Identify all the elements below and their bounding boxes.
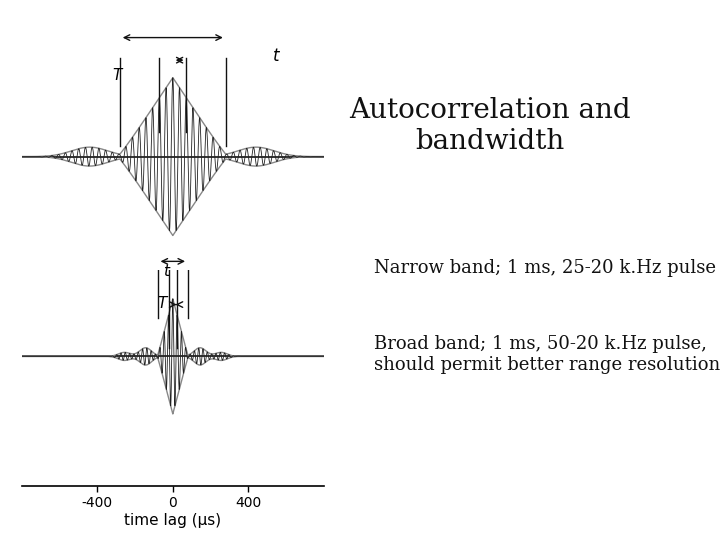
Text: Narrow band; 1 ms, 25-20 k.Hz pulse: Narrow band; 1 ms, 25-20 k.Hz pulse: [374, 259, 716, 277]
X-axis label: time lag (μs): time lag (μs): [125, 513, 221, 528]
Text: Autocorrelation and
bandwidth: Autocorrelation and bandwidth: [348, 97, 631, 156]
Text: $t$: $t$: [272, 48, 282, 65]
Text: $t$: $t$: [163, 263, 171, 279]
Text: $T$: $T$: [157, 295, 169, 312]
Text: $T$: $T$: [112, 66, 124, 83]
Text: Broad band; 1 ms, 50-20 k.Hz pulse,
should permit better range resolution: Broad band; 1 ms, 50-20 k.Hz pulse, shou…: [374, 335, 720, 374]
